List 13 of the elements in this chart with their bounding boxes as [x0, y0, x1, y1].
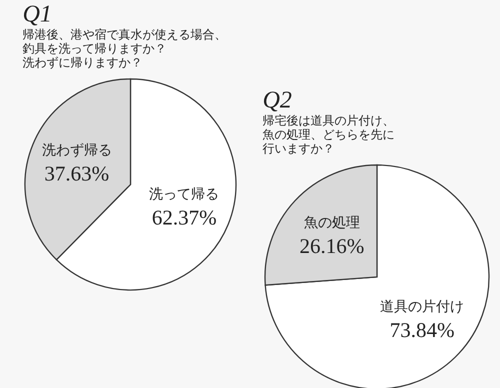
slice-label: 道具の片付け: [380, 298, 464, 315]
data-label: 73.84%: [390, 318, 454, 342]
slice-label: 洗わず帰る: [42, 142, 112, 159]
chart-title: Q1: [22, 2, 52, 28]
slice-label: 魚の処理: [304, 215, 360, 232]
data-label: 62.37%: [152, 205, 217, 230]
slice-label: 洗って帰る: [149, 186, 220, 202]
data-label: 37.63%: [44, 162, 110, 186]
chart-subtitle: 帰港後、港や宿で真水が使える場合、釣具を洗って帰りますか？洗わずに帰りますか？: [22, 28, 227, 70]
chart-subtitle: 帰宅後は道具の片付け、魚の処理、どちらを先に行いますか？: [262, 114, 395, 156]
pie-slice: [264, 164, 490, 388]
data-label: 26.16%: [300, 234, 364, 258]
chart-title: Q2: [262, 88, 292, 114]
